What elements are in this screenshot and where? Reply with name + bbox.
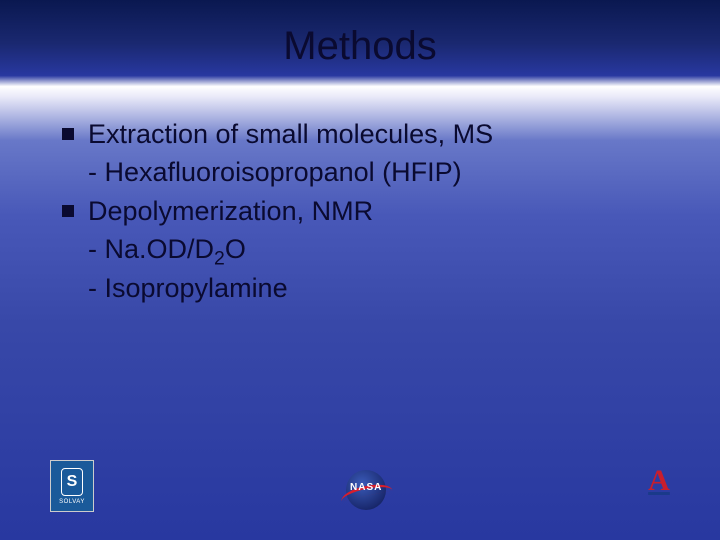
- sub-item: - Hexafluoroisopropanol (HFIP): [62, 154, 680, 190]
- sub-text: Isopropylamine: [105, 273, 288, 303]
- slide: Methods Extraction of small molecules, M…: [0, 0, 720, 540]
- bullet-text: Depolymerization, NMR: [88, 193, 680, 229]
- solvay-glyph: S: [61, 468, 83, 496]
- solvay-logo: S SOLVAY: [50, 460, 94, 512]
- sub-item: - Na.OD/D2O: [62, 231, 680, 267]
- bullet-square-icon: [62, 128, 74, 140]
- sub-prefix: -: [88, 157, 105, 187]
- arizona-logo: A: [642, 466, 676, 510]
- bullet-item: Depolymerization, NMR: [62, 193, 680, 229]
- arizona-letter: A: [648, 466, 670, 496]
- bullet-item: Extraction of small molecules, MS: [62, 116, 680, 152]
- nasa-logo: NASA: [340, 466, 392, 510]
- sub-item: - Isopropylamine: [62, 270, 680, 306]
- solvay-label: SOLVAY: [59, 499, 85, 505]
- bullet-square-icon: [62, 205, 74, 217]
- slide-content: Extraction of small molecules, MS - Hexa…: [62, 116, 680, 308]
- subscript: 2: [214, 248, 225, 270]
- sub-text: Hexafluoroisopropanol (HFIP): [105, 157, 462, 187]
- bullet-text: Extraction of small molecules, MS: [88, 116, 680, 152]
- slide-title: Methods: [0, 24, 720, 69]
- nasa-label: NASA: [350, 482, 382, 493]
- sub-prefix: -: [88, 234, 105, 264]
- sub-prefix: -: [88, 273, 105, 303]
- sub-text-chem: Na.OD/D2O: [105, 234, 246, 264]
